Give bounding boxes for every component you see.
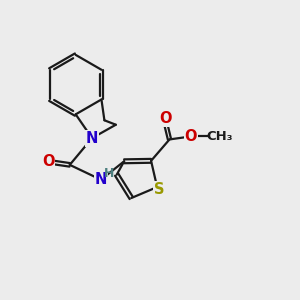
Text: O: O (42, 154, 54, 169)
Text: O: O (185, 129, 197, 144)
Text: H: H (104, 167, 115, 180)
Text: S: S (154, 182, 164, 197)
Text: O: O (159, 111, 171, 126)
Text: N: N (95, 172, 107, 187)
Text: N: N (86, 130, 98, 146)
Text: CH₃: CH₃ (206, 130, 233, 143)
